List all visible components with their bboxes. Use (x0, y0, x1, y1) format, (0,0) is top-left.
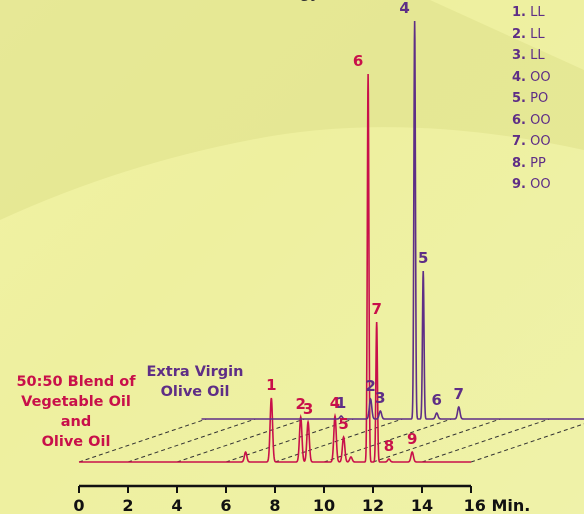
olive-label: Extra Virgin Olive Oil (140, 362, 250, 402)
x-tick-label: 4 (171, 496, 182, 514)
peak-label: 7 (454, 385, 464, 403)
legend-item: 6. OO (512, 112, 551, 128)
legend-item: 2. LL (512, 26, 545, 42)
peak-label: 5 (338, 415, 348, 433)
x-tick-label: 16 Min. (464, 496, 531, 514)
perspective-guide-line (372, 418, 501, 463)
x-tick-label: 12 (362, 496, 384, 514)
header-fragment: gy (300, 0, 319, 2)
peak-label: 3 (375, 389, 385, 407)
perspective-guide-line (78, 418, 207, 463)
peak-label: 8 (384, 437, 394, 455)
blend-label: 50:50 Blend of Vegetable Oil and Olive O… (6, 372, 146, 452)
peak-label: 9 (407, 430, 417, 448)
peak-label: 5 (418, 249, 428, 267)
peak-label: 6 (353, 52, 363, 70)
peak-label: 6 (431, 391, 441, 409)
blend-label-line: 50:50 Blend of (16, 374, 136, 390)
olive-label-line: Olive Oil (160, 384, 230, 400)
legend-item: 1. LL (512, 5, 545, 20)
peak-label: 4 (399, 0, 409, 17)
perspective-guide-line (470, 423, 584, 463)
x-tick-label: 8 (269, 496, 280, 514)
peak-label: 7 (371, 300, 381, 318)
perspective-guide-line (127, 418, 256, 463)
peak-label: 1 (336, 394, 346, 412)
olive-label-line: Extra Virgin (146, 364, 244, 380)
peak-label: 4 (330, 394, 340, 412)
blend-trace (79, 73, 471, 463)
peak-legend: 1. LL 2. LL 3. LL 4. OO 5. PO 6. OO 7. O… (512, 2, 551, 196)
legend-item: 7. OO (512, 134, 551, 149)
x-axis: 0 2 4 6 8 10 12 14 16 Min. (73, 484, 531, 514)
x-tick-label: 2 (122, 496, 133, 514)
perspective-guide-line (176, 418, 305, 463)
blend-label-line: Olive Oil (41, 434, 111, 450)
legend-item: 4. OO (512, 69, 551, 85)
legend-item: 3. LL (512, 48, 545, 63)
olive-trace (201, 20, 584, 420)
peak-label: 2 (365, 377, 375, 395)
perspective-guides (78, 418, 584, 463)
perspective-guide-line (421, 418, 550, 463)
legend-item: 9. OO (512, 177, 551, 192)
legend-item: 8. PP (512, 155, 546, 171)
perspective-guide-line (274, 418, 403, 463)
peak-label: 1 (266, 376, 276, 394)
x-tick-label: 6 (220, 496, 231, 514)
x-tick-label: 0 (73, 496, 84, 514)
x-tick-label: 10 (313, 496, 335, 514)
x-tick-label: 14 (411, 496, 433, 514)
blend-label-line: Vegetable Oil and (21, 394, 131, 430)
legend-item: 5. PO (512, 91, 549, 106)
peak-label: 2 (296, 395, 306, 413)
peak-label: 3 (303, 400, 313, 418)
